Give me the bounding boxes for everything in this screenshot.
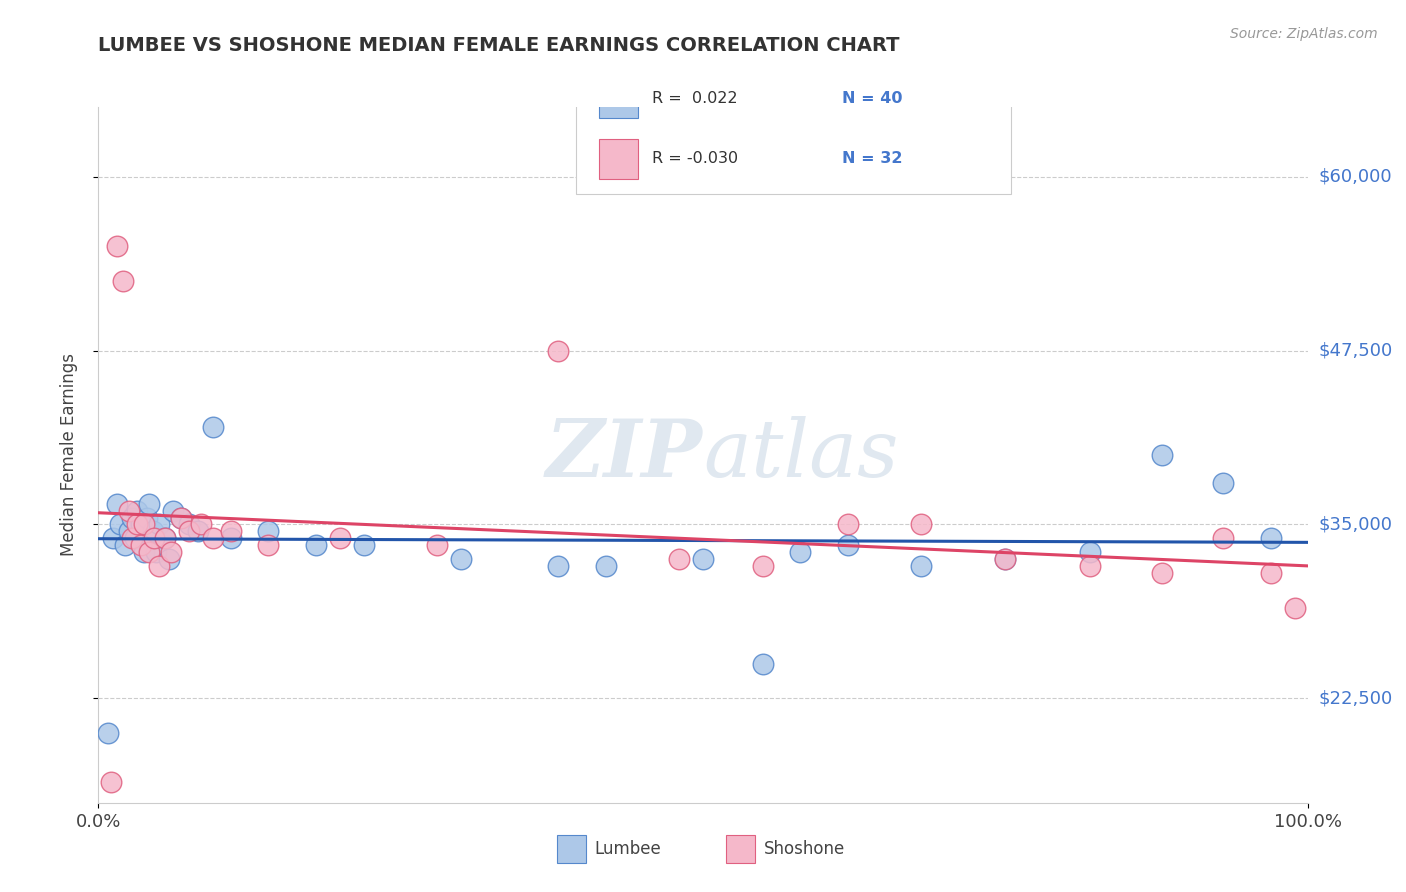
Point (1078, 545, 1101, 559)
Point (134, 545, 156, 559)
Point (148, 517, 170, 532)
Point (547, 343, 569, 358)
Point (129, 517, 152, 532)
Point (353, 538, 375, 552)
Point (153, 532, 176, 546)
Text: $22,500: $22,500 (1319, 690, 1393, 707)
Point (118, 524, 141, 539)
Point (118, 503, 141, 517)
Point (837, 538, 859, 552)
Point (752, 559, 775, 574)
Point (160, 545, 183, 559)
Point (221, 532, 243, 546)
Point (148, 559, 170, 574)
Point (426, 538, 449, 552)
Point (1260, 532, 1282, 546)
Point (187, 524, 209, 539)
FancyBboxPatch shape (557, 835, 586, 863)
Point (142, 524, 165, 539)
Point (450, 552, 472, 566)
Point (127, 517, 149, 532)
Point (100, 775, 122, 789)
Point (138, 545, 160, 559)
Point (595, 559, 617, 574)
FancyBboxPatch shape (599, 78, 638, 118)
Point (101, 532, 124, 546)
Point (1260, 566, 1282, 581)
Text: LUMBEE VS SHOSHONE MEDIAN FEMALE EARNINGS CORRELATION CHART: LUMBEE VS SHOSHONE MEDIAN FEMALE EARNING… (98, 36, 900, 54)
Point (145, 545, 167, 559)
Text: $60,000: $60,000 (1319, 168, 1392, 186)
Text: Lumbee: Lumbee (595, 839, 661, 858)
Text: Shoshone: Shoshone (763, 839, 845, 858)
Text: N = 40: N = 40 (842, 91, 903, 106)
Point (105, 497, 128, 511)
Point (1284, 601, 1306, 615)
Point (1078, 559, 1101, 574)
Point (135, 510, 157, 524)
Text: R =  0.022: R = 0.022 (652, 91, 738, 106)
FancyBboxPatch shape (576, 83, 1011, 194)
Point (202, 420, 225, 434)
Point (114, 538, 136, 552)
Point (127, 503, 149, 517)
Point (124, 532, 146, 546)
Text: atlas: atlas (703, 417, 898, 493)
Point (910, 517, 932, 532)
Point (121, 510, 143, 524)
Point (221, 524, 243, 539)
Point (256, 538, 278, 552)
Point (692, 552, 714, 566)
Text: N = 32: N = 32 (842, 152, 903, 167)
Point (169, 510, 191, 524)
Point (994, 552, 1017, 566)
Point (1152, 566, 1174, 581)
Point (129, 538, 152, 552)
Point (1152, 448, 1174, 462)
Text: $47,500: $47,500 (1319, 342, 1393, 359)
Point (134, 517, 156, 532)
Point (138, 497, 160, 511)
Point (1212, 475, 1234, 490)
Point (105, 239, 128, 253)
FancyBboxPatch shape (599, 139, 638, 178)
Point (1212, 532, 1234, 546)
Point (121, 532, 143, 546)
Point (329, 532, 352, 546)
Point (97, 726, 120, 740)
Text: $35,000: $35,000 (1319, 516, 1393, 533)
Point (668, 552, 690, 566)
Point (177, 517, 201, 532)
Point (547, 559, 569, 574)
Point (169, 510, 191, 524)
Point (177, 524, 201, 539)
Point (162, 503, 184, 517)
Text: Source: ZipAtlas.com: Source: ZipAtlas.com (1230, 27, 1378, 41)
Point (256, 524, 278, 539)
FancyBboxPatch shape (725, 835, 755, 863)
Point (752, 657, 775, 671)
Point (157, 552, 180, 566)
Text: ZIP: ZIP (546, 417, 703, 493)
Point (108, 517, 131, 532)
Point (789, 545, 811, 559)
Point (994, 552, 1017, 566)
Y-axis label: Median Female Earnings: Median Female Earnings (59, 353, 77, 557)
Point (305, 538, 328, 552)
Point (143, 532, 166, 546)
Point (910, 559, 932, 574)
Point (190, 517, 212, 532)
Point (202, 532, 225, 546)
Point (111, 274, 134, 288)
Point (153, 532, 176, 546)
Point (837, 517, 859, 532)
Text: R = -0.030: R = -0.030 (652, 152, 738, 167)
